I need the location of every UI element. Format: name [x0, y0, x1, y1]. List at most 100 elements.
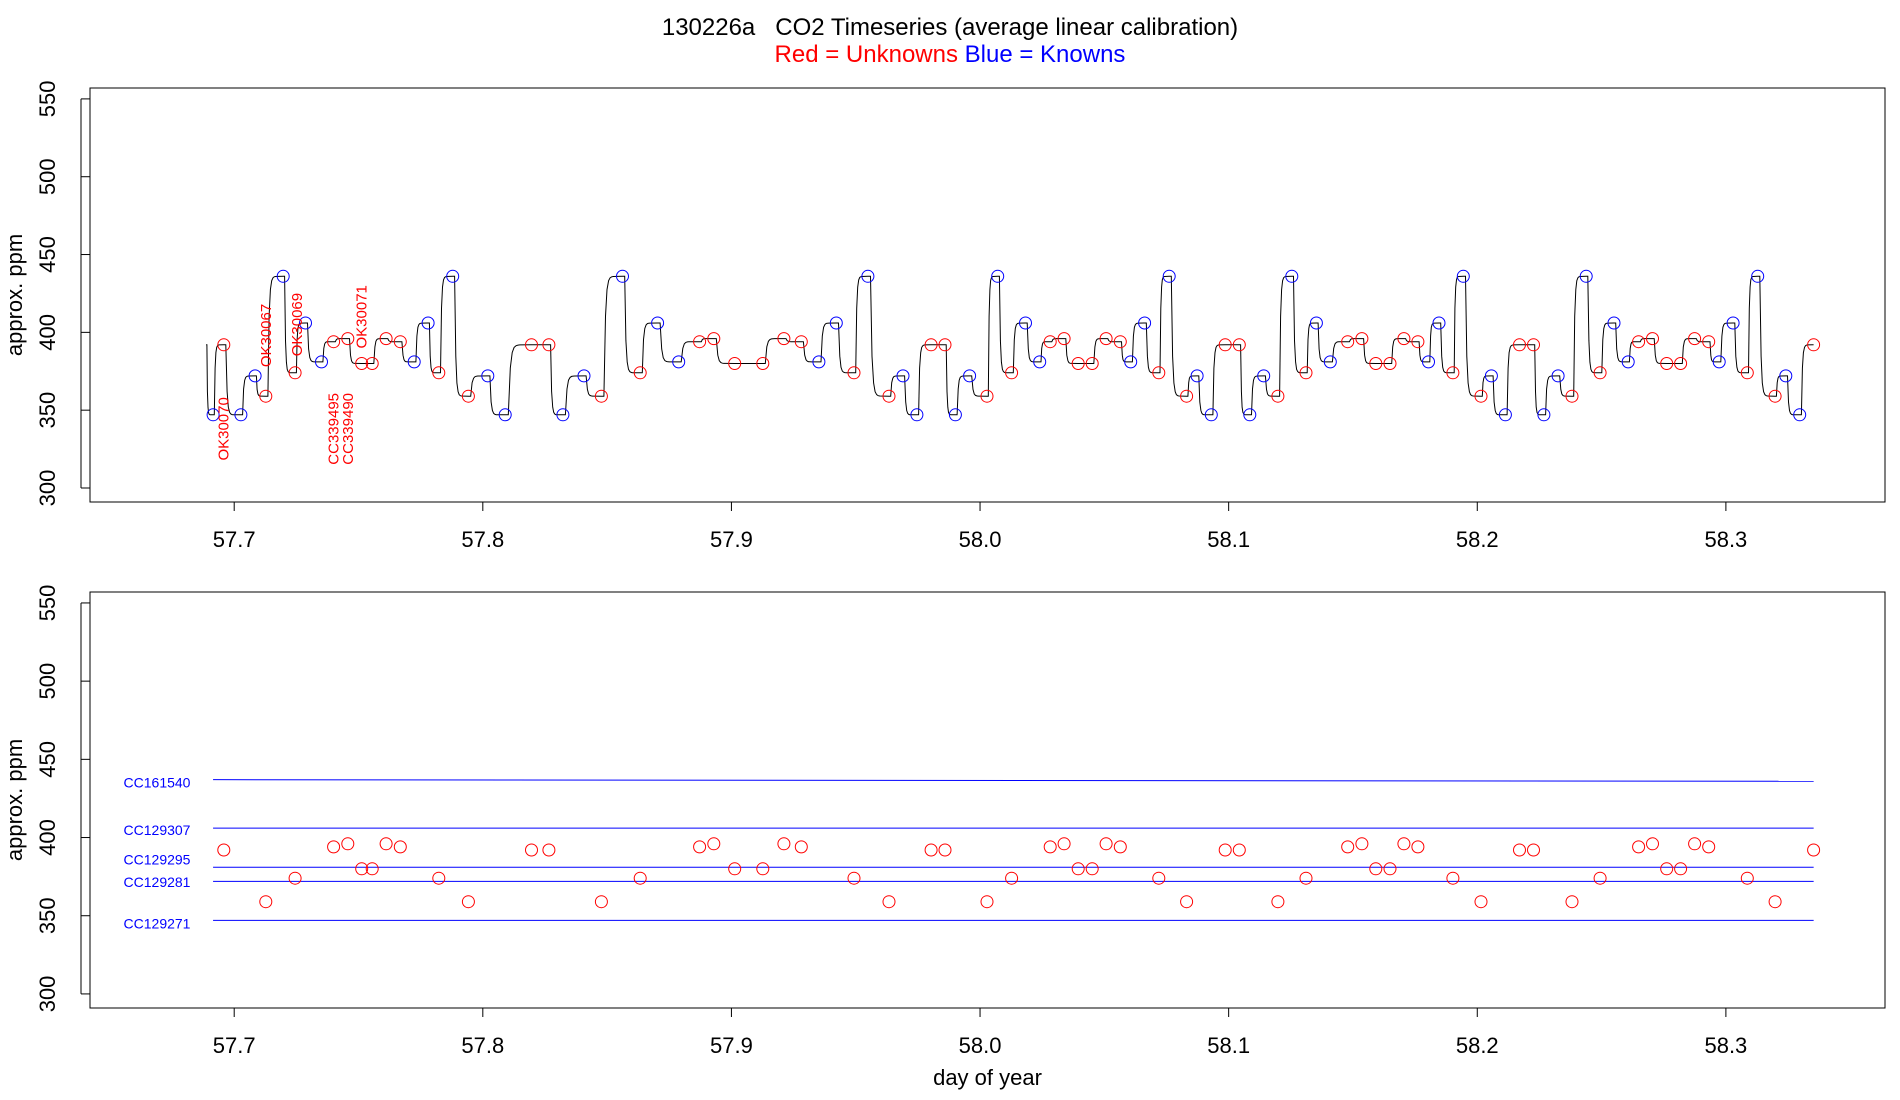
top-unknown-point [707, 332, 721, 346]
top-unknown-point [1411, 335, 1425, 349]
top-unknown-point [1527, 338, 1540, 352]
bottom-unknown-point [1565, 895, 1579, 909]
bottom-unknown-point [1355, 837, 1369, 851]
bottom-unknown-point [1474, 895, 1488, 909]
bottom-x-axis-label: day of year [933, 1065, 1042, 1090]
top-known-point [299, 316, 312, 330]
bottom-unknown-point [217, 843, 231, 857]
bottom-unknown-point [1113, 840, 1127, 854]
bottom-reference-label: CC129281 [124, 874, 191, 890]
top-unknown-point [355, 357, 369, 370]
top-x-tick-label: 58.0 [959, 527, 1002, 552]
bottom-unknown-point [525, 843, 538, 857]
top-known-point [1621, 355, 1635, 369]
top-x-tick-label: 58.1 [1207, 527, 1250, 552]
top-unknown-point [882, 389, 896, 403]
top-y-axis-label: approx. ppm [2, 234, 27, 356]
top-y-tick-label: 500 [35, 158, 60, 195]
bottom-unknown-point [1232, 843, 1246, 857]
top-unknown-point [1152, 366, 1166, 380]
top-y-tick-label: 350 [35, 392, 60, 429]
top-x-tick-label: 57.9 [710, 527, 753, 552]
bottom-unknown-point [1180, 895, 1194, 909]
top-unknown-point [1446, 366, 1460, 380]
top-unknown-point [1768, 389, 1782, 403]
top-known-point [672, 355, 686, 369]
top-unknown-point [1474, 389, 1488, 403]
top-unknown-point [1113, 335, 1127, 349]
bottom-y-tick-label: 400 [35, 819, 60, 856]
top-y-tick-label: 550 [35, 81, 60, 118]
top-unknown-point [1688, 332, 1702, 346]
top-known-point [910, 408, 924, 422]
top-plot-frame [89, 87, 1886, 503]
top-known-point [315, 355, 328, 369]
top-x-tick-label: 57.7 [213, 527, 256, 552]
top-unknown-point [1218, 338, 1232, 352]
top-unknown-point [1674, 357, 1688, 370]
top-unknown-point [777, 332, 791, 346]
bottom-unknown-point [707, 837, 721, 851]
top-known-point [481, 369, 495, 383]
top-known-point [1257, 369, 1271, 383]
bottom-unknown-point [1411, 840, 1425, 854]
top-sample-annotation: OK30069 [289, 293, 306, 356]
bottom-unknown-point [1674, 862, 1688, 876]
bottom-y-tick-label: 450 [35, 741, 60, 778]
top-unknown-point [1632, 335, 1646, 349]
bottom-unknown-point [1688, 837, 1702, 851]
top-known-point [1432, 316, 1446, 330]
bottom-y-tick-label: 500 [35, 663, 60, 700]
bottom-unknown-point [1702, 840, 1716, 854]
top-known-point [421, 316, 435, 330]
top-sample-annotation: OK30070 [216, 397, 233, 460]
bottom-unknown-point [847, 871, 861, 885]
top-y-tick-label: 400 [35, 314, 60, 351]
bottom-unknown-point [1660, 862, 1674, 876]
top-unknown-point [1005, 366, 1019, 380]
bottom-y-tick-label: 550 [35, 585, 60, 622]
bottom-unknown-point [882, 895, 896, 909]
bottom-y-tick-label: 300 [35, 976, 60, 1013]
top-unknown-point [633, 366, 647, 380]
bottom-unknown-point [980, 895, 994, 909]
bottom-unknown-point [327, 840, 341, 854]
top-sample-annotation: OK30067 [258, 304, 275, 367]
bottom-reference-label: CC129295 [124, 851, 191, 867]
top-unknown-point [393, 335, 407, 349]
top-known-point [1243, 408, 1257, 422]
top-known-point [577, 369, 591, 383]
bottom-unknown-point [1807, 843, 1821, 857]
bottom-unknown-point [341, 837, 355, 851]
top-unknown-point [1043, 335, 1057, 349]
top-unknown-point [1232, 338, 1246, 352]
top-unknown-point [938, 338, 952, 352]
top-unknown-point [847, 366, 861, 380]
top-known-point [651, 316, 665, 330]
bottom-reference-line [213, 779, 1814, 782]
top-sample-annotation: CC339495 [326, 393, 343, 465]
bottom-unknown-point [1383, 862, 1397, 876]
bottom-unknown-point [1085, 862, 1099, 876]
top-unknown-point [259, 389, 273, 403]
bottom-unknown-point [1527, 843, 1540, 857]
top-known-point [991, 269, 1005, 283]
bottom-unknown-point [1513, 843, 1526, 857]
top-known-point [1484, 369, 1498, 383]
top-unknown-point [1397, 332, 1411, 346]
bottom-unknown-point [1768, 895, 1782, 909]
bottom-y-tick-label: 350 [35, 897, 60, 934]
top-unknown-point [1071, 357, 1085, 370]
top-known-point [948, 408, 962, 422]
top-known-point [1498, 408, 1512, 422]
bottom-unknown-point [924, 843, 938, 857]
top-known-point [829, 316, 843, 330]
top-unknown-point [1383, 357, 1397, 370]
top-unknown-point [461, 389, 475, 403]
top-known-point [861, 269, 875, 283]
bottom-x-tick-label: 58.2 [1456, 1033, 1499, 1058]
bottom-unknown-point [461, 895, 475, 909]
top-known-point [1309, 316, 1323, 330]
top-unknown-point [1299, 366, 1313, 380]
bottom-x-tick-label: 58.3 [1704, 1033, 1747, 1058]
